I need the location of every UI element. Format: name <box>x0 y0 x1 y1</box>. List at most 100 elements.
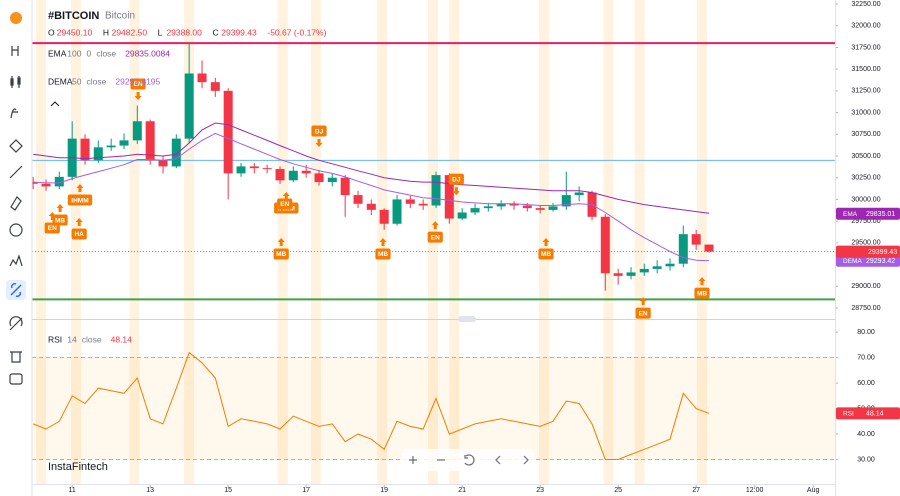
candle-body <box>236 166 246 174</box>
rsi-tick-label: 30.00 <box>857 456 875 463</box>
tool-patterns[interactable] <box>9 254 23 267</box>
rsi-tick-label: 80.00 <box>857 329 875 336</box>
event-highlight <box>310 0 321 485</box>
marker-label: EN <box>48 225 57 232</box>
time-tick-label: 27 <box>692 487 700 494</box>
tool-emoji[interactable] <box>9 223 23 237</box>
candle-body <box>457 212 467 219</box>
candle-body <box>80 138 90 161</box>
tool-magnet[interactable] <box>10 283 22 297</box>
marker-arrow <box>282 192 290 201</box>
time-tick-label: Aug <box>807 487 820 494</box>
event-highlight <box>539 0 550 485</box>
event-highlight <box>449 0 460 485</box>
rsi-tick-label: 40.00 <box>857 431 875 438</box>
tool-screenshot[interactable] <box>9 373 23 385</box>
event-highlight <box>71 0 82 485</box>
marker-arrow <box>542 238 550 247</box>
indicator-param: close <box>96 48 116 58</box>
marker-label: EN <box>134 81 143 88</box>
time-tick-label: 19 <box>380 487 388 494</box>
candle-body <box>366 203 376 210</box>
tool-delete[interactable] <box>10 351 22 363</box>
marker-arrow <box>639 297 647 306</box>
rsi-tag <box>836 407 900 420</box>
ohlc-key: L <box>158 27 163 37</box>
marker-label: MB <box>276 251 286 258</box>
marker-arrow <box>134 91 142 100</box>
indicator-param: close <box>87 76 107 86</box>
time-tick-label: 23 <box>536 487 544 494</box>
rsi-param: 14 <box>67 334 77 344</box>
collapse-legend[interactable] <box>50 101 60 107</box>
candle-body <box>496 203 506 207</box>
tool-trend[interactable] <box>9 165 23 179</box>
indicator-line <box>33 122 710 214</box>
price-tick-label: 29750.00 <box>851 218 880 225</box>
last-price-tag <box>836 245 900 258</box>
plot-layer: ENMBIHMMHAENDJIHMMENMBMBENDJMBENMB <box>28 42 835 460</box>
tool-shapes[interactable] <box>9 139 23 153</box>
indicator-value: 29835.0084 <box>125 48 170 58</box>
symbol: #BITCOIN <box>48 10 99 22</box>
marker-arrow <box>452 187 460 196</box>
rsi-band <box>32 357 835 460</box>
candle-body <box>197 73 207 83</box>
tool-hide[interactable] <box>9 316 23 331</box>
event-highlight <box>184 0 195 485</box>
indicator-tag-name: DEMA <box>843 258 862 265</box>
rsi-legend: RSI 14 close 48.14 <box>48 334 132 344</box>
indicator-tag <box>836 254 900 267</box>
candle-body <box>93 147 103 161</box>
candle-body <box>626 272 636 276</box>
candle-body <box>522 205 532 209</box>
marker-arrow <box>698 277 706 286</box>
event-highlight <box>634 0 645 485</box>
time-tick-label: 12:00 <box>746 487 764 494</box>
marker-label: EN <box>280 201 289 208</box>
pane-handle[interactable] <box>458 316 476 322</box>
marker-badge <box>52 214 68 226</box>
reset[interactable] <box>464 454 475 466</box>
candle-body <box>652 266 662 269</box>
candle-body <box>275 169 285 181</box>
candle-body <box>418 203 428 206</box>
scroll-right[interactable] <box>523 455 529 465</box>
marker-badge <box>538 248 554 260</box>
symbol-logo[interactable] <box>10 12 22 24</box>
tool-candles[interactable] <box>10 76 21 88</box>
candle-body <box>678 234 688 264</box>
indicator-tag-name: EMA <box>843 211 858 218</box>
tool-indicators[interactable] <box>10 108 18 119</box>
indicator-name: EMA <box>48 48 67 58</box>
marker-label: EN <box>431 234 440 241</box>
candle-body <box>444 175 454 219</box>
marker-arrow <box>75 218 83 227</box>
rsi-value: 48.14 <box>111 334 133 344</box>
marker-label: IHMM <box>71 197 88 204</box>
tool-brush[interactable] <box>10 196 22 211</box>
rsi-tag-value: 48.14 <box>866 411 884 418</box>
candle-body <box>353 195 363 204</box>
candle-body <box>535 208 545 210</box>
marker-label: MB <box>378 251 388 258</box>
price-tick-label: 31000.00 <box>851 109 880 116</box>
marker-badge <box>448 173 464 185</box>
last-price-tag-value: 29399.43 <box>868 249 897 256</box>
candle-body <box>223 90 233 174</box>
marker-arrow <box>379 238 387 247</box>
marker-arrow <box>48 212 56 221</box>
event-highlight <box>277 0 288 485</box>
candle-body <box>561 195 571 207</box>
candle-body <box>171 138 181 167</box>
ohlc-key: O <box>48 27 55 37</box>
zoom-in[interactable] <box>409 456 417 464</box>
price-tick-label: 28750.00 <box>851 305 880 312</box>
marker-badge <box>635 307 651 319</box>
tool-interval[interactable] <box>11 46 19 56</box>
scroll-left[interactable] <box>495 455 501 465</box>
candle-body <box>145 121 155 161</box>
ohlc-value: 29482.50 <box>112 27 148 37</box>
candle-body <box>691 234 701 245</box>
